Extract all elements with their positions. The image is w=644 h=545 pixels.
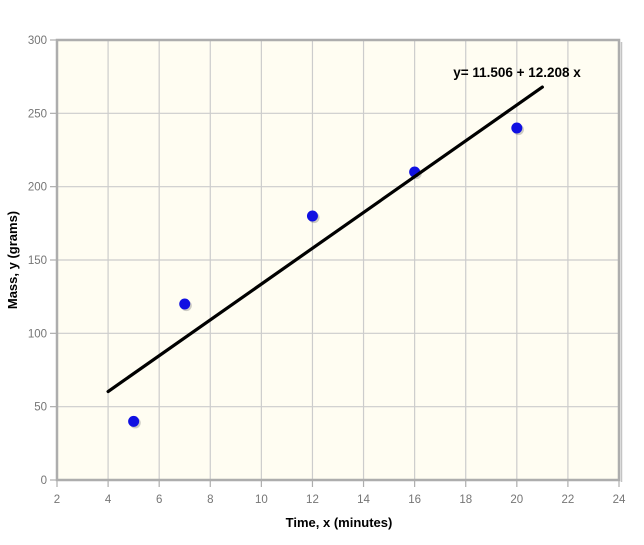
y-tick-label: 150	[28, 255, 47, 267]
x-axis-title: Time, x (minutes)	[286, 515, 393, 530]
x-tick-label: 2	[54, 494, 60, 506]
x-tick-label: 6	[156, 494, 162, 506]
y-tick-label: 0	[41, 475, 47, 487]
y-axis-title: Mass, y (grams)	[5, 211, 20, 309]
x-tick-label: 24	[613, 494, 626, 506]
x-tick-label: 12	[306, 494, 319, 506]
data-point	[179, 298, 191, 310]
data-point	[128, 415, 140, 427]
trend-line	[106, 85, 544, 394]
x-tick-label: 14	[357, 494, 370, 506]
data-point	[511, 122, 523, 134]
x-tick-label: 20	[510, 494, 523, 506]
y-tick-label: 50	[34, 402, 47, 414]
x-tick-label: 4	[105, 494, 112, 506]
y-tick-label: 100	[28, 328, 47, 340]
y-tick-label: 300	[28, 35, 47, 47]
x-tick-label: 8	[207, 494, 213, 506]
y-tick-label: 250	[28, 108, 47, 120]
x-tick-label: 16	[408, 494, 421, 506]
y-tick-label: 200	[28, 182, 47, 194]
x-tick-label: 10	[255, 494, 268, 506]
trendline-equation-label: y= 11.506 + 12.208 x	[453, 65, 581, 80]
data-point	[306, 210, 318, 222]
x-tick-label: 22	[562, 494, 575, 506]
plot-border	[55, 38, 621, 482]
x-tick-label: 18	[459, 494, 472, 506]
